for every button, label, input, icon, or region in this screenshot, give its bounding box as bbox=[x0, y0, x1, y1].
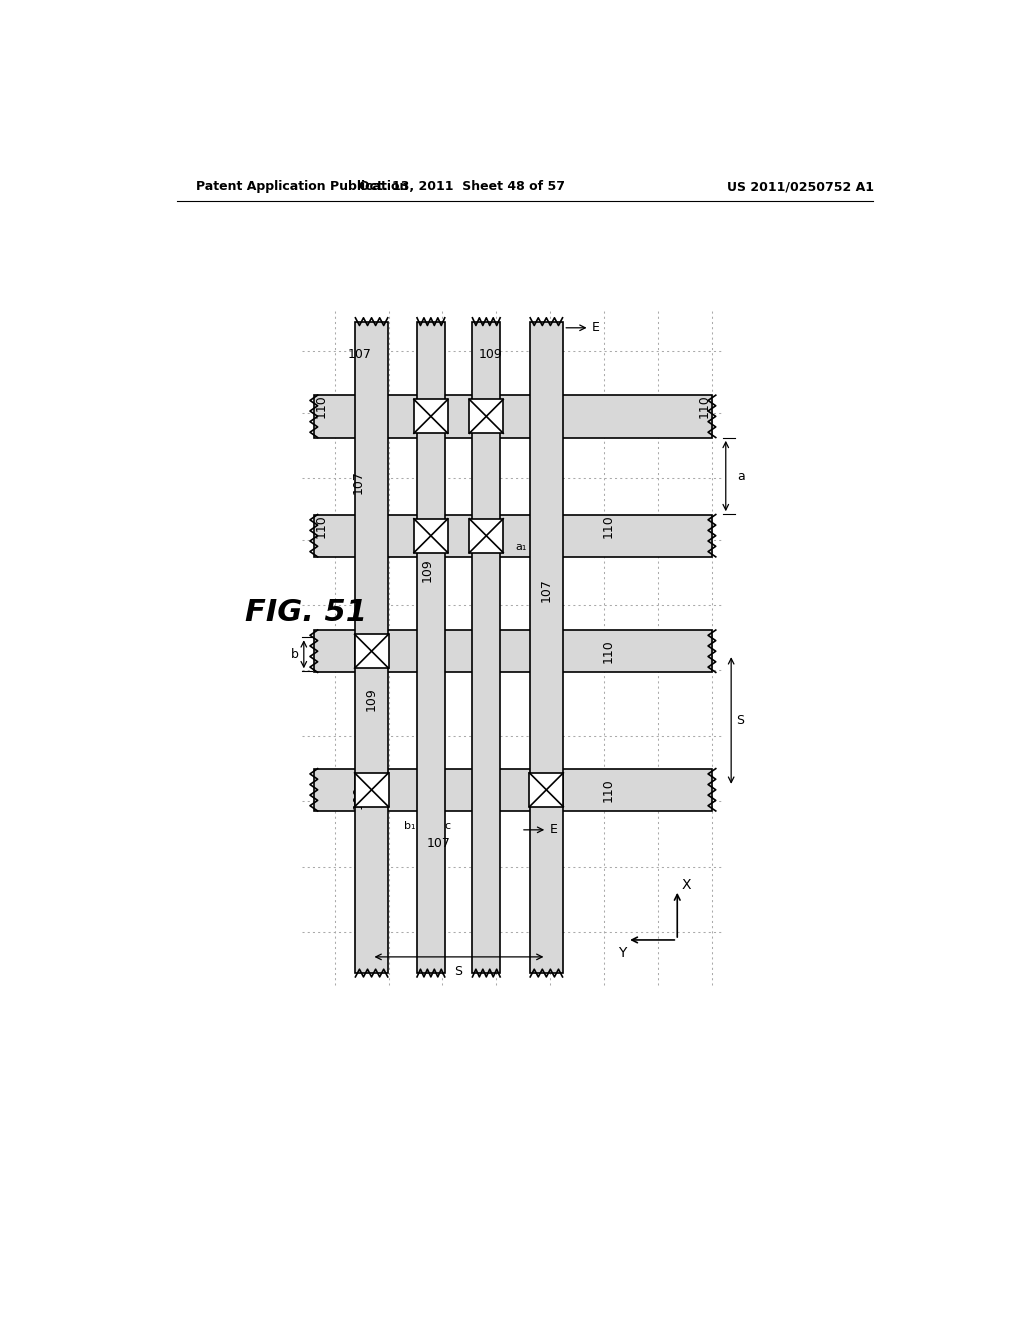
Text: S: S bbox=[455, 965, 463, 978]
Text: S: S bbox=[736, 714, 743, 727]
Text: 110: 110 bbox=[315, 513, 328, 537]
Text: E: E bbox=[592, 321, 600, 334]
Bar bbox=[355, 322, 388, 973]
Text: E: E bbox=[550, 824, 557, 837]
Text: 110: 110 bbox=[315, 395, 328, 418]
Bar bbox=[469, 400, 503, 433]
Text: a₁: a₁ bbox=[515, 543, 527, 552]
Text: 107: 107 bbox=[540, 578, 553, 602]
Text: 109: 109 bbox=[366, 688, 378, 710]
Text: c: c bbox=[444, 821, 451, 832]
Bar bbox=[354, 774, 388, 807]
Text: Oct. 13, 2011  Sheet 48 of 57: Oct. 13, 2011 Sheet 48 of 57 bbox=[358, 181, 564, 194]
Text: b: b bbox=[291, 648, 298, 661]
Text: 110: 110 bbox=[697, 395, 711, 418]
Bar bbox=[414, 519, 447, 553]
Bar bbox=[472, 322, 500, 973]
Bar bbox=[354, 635, 388, 668]
Text: 109: 109 bbox=[421, 558, 433, 582]
Text: FIG. 51: FIG. 51 bbox=[245, 598, 367, 627]
Text: 107: 107 bbox=[348, 348, 372, 362]
Text: a: a bbox=[737, 470, 745, 483]
Bar bbox=[530, 322, 562, 973]
Text: 110: 110 bbox=[601, 513, 614, 537]
Text: Y: Y bbox=[617, 946, 626, 960]
Text: X: X bbox=[682, 878, 691, 891]
Bar bbox=[313, 395, 712, 437]
Text: 110: 110 bbox=[601, 777, 614, 801]
Bar bbox=[469, 519, 503, 553]
Bar bbox=[313, 515, 712, 557]
Text: 109: 109 bbox=[351, 785, 365, 809]
Text: 107: 107 bbox=[351, 470, 365, 494]
Bar bbox=[313, 630, 712, 672]
Text: 109: 109 bbox=[479, 348, 503, 362]
Text: US 2011/0250752 A1: US 2011/0250752 A1 bbox=[727, 181, 874, 194]
Bar bbox=[529, 774, 563, 807]
Bar bbox=[313, 768, 712, 810]
Bar bbox=[414, 400, 447, 433]
Text: Patent Application Publication: Patent Application Publication bbox=[196, 181, 409, 194]
Text: 107: 107 bbox=[427, 837, 451, 850]
Text: 110: 110 bbox=[601, 639, 614, 663]
Bar bbox=[417, 322, 444, 973]
Text: b₁: b₁ bbox=[403, 821, 415, 832]
